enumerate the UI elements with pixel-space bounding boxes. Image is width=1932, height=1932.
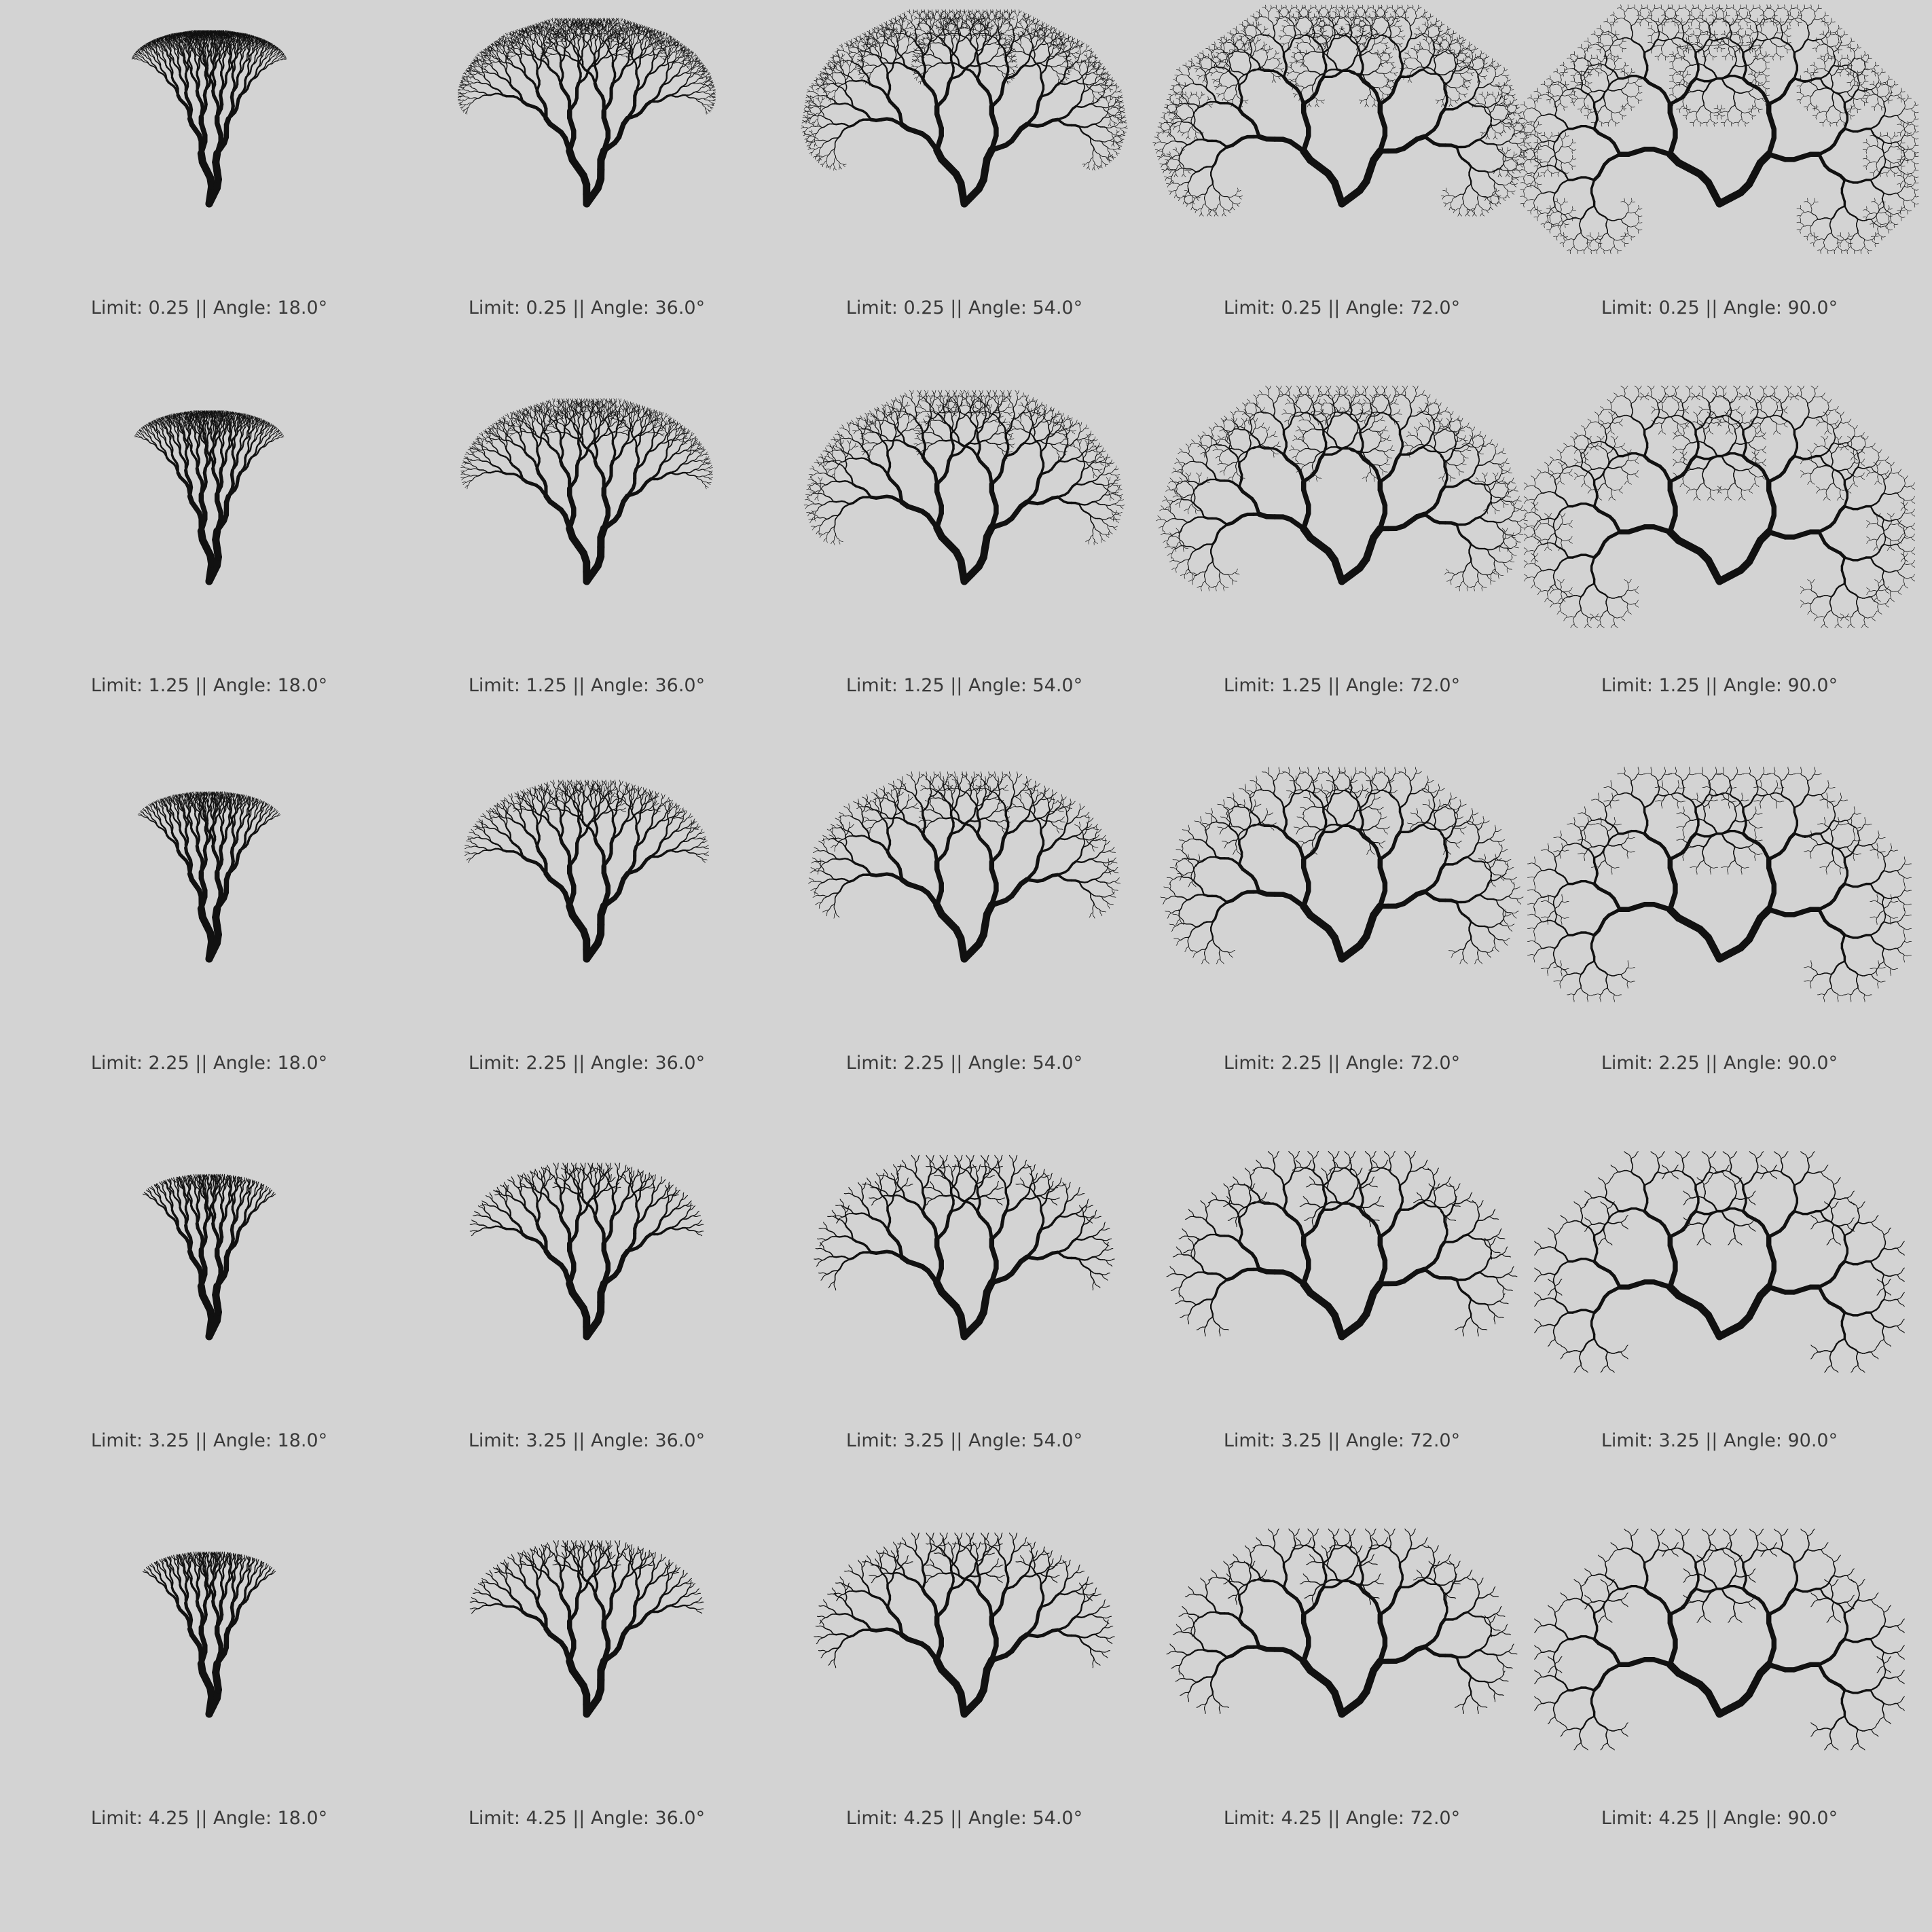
panel-caption: Limit: 0.25 || Angle: 36.0° xyxy=(398,297,776,318)
panel-caption: Limit: 2.25 || Angle: 18.0° xyxy=(20,1053,398,1074)
fractal-tree-drawing xyxy=(1531,0,1908,312)
panel-caption: Limit: 1.25 || Angle: 72.0° xyxy=(1153,675,1531,696)
fractal-tree-drawing xyxy=(398,755,776,1068)
panel-caption: Limit: 1.25 || Angle: 90.0° xyxy=(1531,675,1908,696)
fractal-tree-drawing xyxy=(1153,755,1531,1068)
panel-limit-4.25-angle-54.0: Limit: 4.25 || Angle: 54.0° xyxy=(776,1510,1153,1888)
fractal-tree-drawing xyxy=(776,0,1153,312)
panel-caption: Limit: 0.25 || Angle: 90.0° xyxy=(1531,297,1908,318)
fractal-tree-drawing xyxy=(398,378,776,690)
fractal-tree-drawing xyxy=(1153,378,1531,690)
panel-caption: Limit: 4.25 || Angle: 54.0° xyxy=(776,1808,1153,1829)
panel-limit-4.25-angle-72.0: Limit: 4.25 || Angle: 72.0° xyxy=(1153,1510,1531,1888)
panel-caption: Limit: 4.25 || Angle: 36.0° xyxy=(398,1808,776,1829)
panel-caption: Limit: 3.25 || Angle: 36.0° xyxy=(398,1430,776,1451)
panel-limit-4.25-angle-18.0: Limit: 4.25 || Angle: 18.0° xyxy=(20,1510,398,1888)
fractal-tree-drawing xyxy=(776,755,1153,1068)
fractal-tree-drawing xyxy=(1531,1133,1908,1445)
fractal-tree-drawing xyxy=(20,1510,398,1823)
fractal-tree-drawing xyxy=(20,378,398,690)
panel-limit-2.25-angle-18.0: Limit: 2.25 || Angle: 18.0° xyxy=(20,755,398,1133)
panel-limit-3.25-angle-54.0: Limit: 3.25 || Angle: 54.0° xyxy=(776,1133,1153,1510)
fractal-tree-drawing xyxy=(776,1510,1153,1823)
panel-caption: Limit: 2.25 || Angle: 90.0° xyxy=(1531,1053,1908,1074)
panel-limit-2.25-angle-54.0: Limit: 2.25 || Angle: 54.0° xyxy=(776,755,1153,1133)
panel-caption: Limit: 4.25 || Angle: 18.0° xyxy=(20,1808,398,1829)
panel-caption: Limit: 0.25 || Angle: 18.0° xyxy=(20,297,398,318)
panel-limit-0.25-angle-36.0: Limit: 0.25 || Angle: 36.0° xyxy=(398,0,776,378)
fractal-tree-drawing xyxy=(398,1510,776,1823)
panel-limit-3.25-angle-36.0: Limit: 3.25 || Angle: 36.0° xyxy=(398,1133,776,1510)
fractal-tree-drawing xyxy=(776,378,1153,690)
fractal-tree-drawing xyxy=(20,0,398,312)
panel-caption: Limit: 1.25 || Angle: 36.0° xyxy=(398,675,776,696)
panel-limit-3.25-angle-72.0: Limit: 3.25 || Angle: 72.0° xyxy=(1153,1133,1531,1510)
panel-limit-1.25-angle-18.0: Limit: 1.25 || Angle: 18.0° xyxy=(20,378,398,755)
panel-limit-1.25-angle-36.0: Limit: 1.25 || Angle: 36.0° xyxy=(398,378,776,755)
fractal-tree-drawing xyxy=(1531,1510,1908,1823)
fractal-tree-drawing xyxy=(1153,0,1531,312)
panel-limit-2.25-angle-72.0: Limit: 2.25 || Angle: 72.0° xyxy=(1153,755,1531,1133)
fractal-tree-drawing xyxy=(1153,1510,1531,1823)
panel-limit-3.25-angle-90.0: Limit: 3.25 || Angle: 90.0° xyxy=(1531,1133,1908,1510)
panel-limit-2.25-angle-36.0: Limit: 2.25 || Angle: 36.0° xyxy=(398,755,776,1133)
panel-limit-1.25-angle-72.0: Limit: 1.25 || Angle: 72.0° xyxy=(1153,378,1531,755)
panel-limit-0.25-angle-18.0: Limit: 0.25 || Angle: 18.0° xyxy=(20,0,398,378)
fractal-tree-drawing xyxy=(20,755,398,1068)
panel-limit-0.25-angle-90.0: Limit: 0.25 || Angle: 90.0° xyxy=(1531,0,1908,378)
fractal-tree-drawing xyxy=(1531,755,1908,1068)
fractal-tree-drawing xyxy=(398,1133,776,1445)
panel-caption: Limit: 2.25 || Angle: 54.0° xyxy=(776,1053,1153,1074)
panel-caption: Limit: 1.25 || Angle: 18.0° xyxy=(20,675,398,696)
fractal-tree-drawing xyxy=(20,1133,398,1445)
panel-caption: Limit: 3.25 || Angle: 90.0° xyxy=(1531,1430,1908,1451)
panel-caption: Limit: 4.25 || Angle: 72.0° xyxy=(1153,1808,1531,1829)
panel-caption: Limit: 0.25 || Angle: 72.0° xyxy=(1153,297,1531,318)
panel-limit-1.25-angle-90.0: Limit: 1.25 || Angle: 90.0° xyxy=(1531,378,1908,755)
fractal-tree-drawing xyxy=(398,0,776,312)
panel-limit-4.25-angle-36.0: Limit: 4.25 || Angle: 36.0° xyxy=(398,1510,776,1888)
panel-caption: Limit: 3.25 || Angle: 18.0° xyxy=(20,1430,398,1451)
panel-limit-3.25-angle-18.0: Limit: 3.25 || Angle: 18.0° xyxy=(20,1133,398,1510)
fractal-tree-drawing xyxy=(1153,1133,1531,1445)
panel-caption: Limit: 0.25 || Angle: 54.0° xyxy=(776,297,1153,318)
panel-caption: Limit: 1.25 || Angle: 54.0° xyxy=(776,675,1153,696)
panel-caption: Limit: 4.25 || Angle: 90.0° xyxy=(1531,1808,1908,1829)
panel-limit-0.25-angle-72.0: Limit: 0.25 || Angle: 72.0° xyxy=(1153,0,1531,378)
fractal-tree-drawing xyxy=(1531,378,1908,690)
panel-caption: Limit: 2.25 || Angle: 72.0° xyxy=(1153,1053,1531,1074)
panel-limit-2.25-angle-90.0: Limit: 2.25 || Angle: 90.0° xyxy=(1531,755,1908,1133)
panel-caption: Limit: 2.25 || Angle: 36.0° xyxy=(398,1053,776,1074)
panel-limit-1.25-angle-54.0: Limit: 1.25 || Angle: 54.0° xyxy=(776,378,1153,755)
panel-caption: Limit: 3.25 || Angle: 72.0° xyxy=(1153,1430,1531,1451)
panel-caption: Limit: 3.25 || Angle: 54.0° xyxy=(776,1430,1153,1451)
panel-limit-0.25-angle-54.0: Limit: 0.25 || Angle: 54.0° xyxy=(776,0,1153,378)
fractal-tree-drawing xyxy=(776,1133,1153,1445)
panel-limit-4.25-angle-90.0: Limit: 4.25 || Angle: 90.0° xyxy=(1531,1510,1908,1888)
